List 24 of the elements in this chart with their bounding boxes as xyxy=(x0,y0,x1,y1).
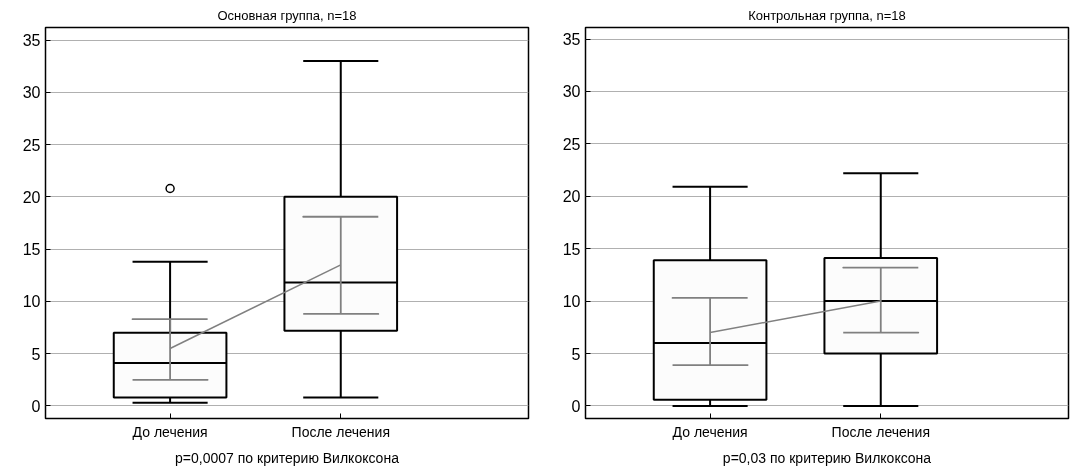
chart-title: Контрольная группа, n=18 xyxy=(748,7,906,23)
y-tick-label: 25 xyxy=(22,136,41,154)
x-tick-label: До лечения xyxy=(132,423,208,440)
x-tick-label: После лечения xyxy=(831,423,930,440)
y-tick-label: 15 xyxy=(22,241,41,259)
y-tick-label: 25 xyxy=(562,135,581,153)
y-tick-label: 20 xyxy=(562,188,581,206)
y-tick-label: 10 xyxy=(22,293,41,311)
text: p=0,03 по критерию Вилкоксона xyxy=(722,449,932,466)
x-tick-label: До лечения xyxy=(672,423,748,440)
x-tick-label: После лечения xyxy=(291,423,390,440)
y-tick-label: 30 xyxy=(562,83,581,101)
y-tick-label: 5 xyxy=(31,345,41,363)
y-tick-label: 10 xyxy=(562,293,581,311)
y-tick-label: 0 xyxy=(31,397,41,415)
y-tick-label: 20 xyxy=(22,188,41,206)
y-tick-label: 30 xyxy=(22,84,41,102)
y-tick-label: 15 xyxy=(562,240,581,258)
y-tick-label: 5 xyxy=(571,345,581,363)
y-tick-label: 35 xyxy=(22,32,41,50)
y-tick-label: 0 xyxy=(571,397,581,415)
text: p=0,0007 по критерию Вилкоксона xyxy=(175,449,400,466)
y-tick-label: 35 xyxy=(562,31,581,49)
chart-title: Основная группа, n=18 xyxy=(217,7,357,23)
